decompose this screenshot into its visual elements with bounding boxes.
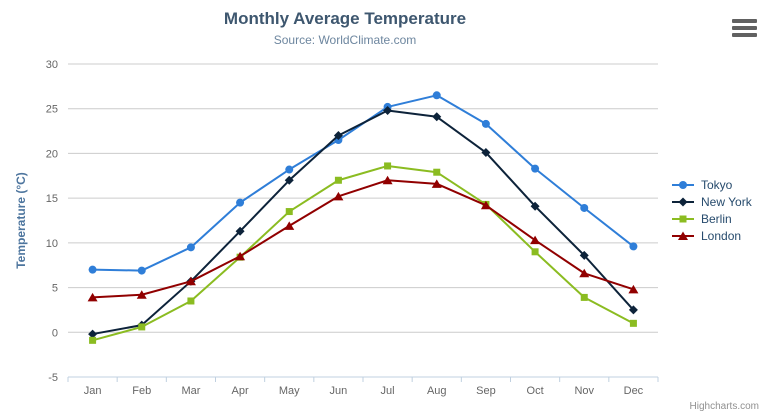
legend-label-berlin: Berlin <box>701 211 732 226</box>
series-point-berlin-jan <box>89 336 97 344</box>
series-point-london-jan <box>87 292 98 302</box>
series-point-tokyo-mar <box>186 243 195 252</box>
series-point-tokyo-nov <box>580 203 589 212</box>
series-point-berlin-nov <box>580 293 588 301</box>
series-point-new-york-may <box>284 175 294 185</box>
series-point-berlin-feb <box>138 323 146 331</box>
series-point-london-sep <box>480 200 491 210</box>
series-point-london-feb <box>136 290 147 299</box>
y-axis-tick-label: 30 <box>46 59 58 71</box>
series-point-berlin-dec <box>629 319 637 327</box>
series-point-berlin-may <box>285 208 293 216</box>
legend-item-london[interactable]: London <box>672 227 752 244</box>
series-point-london-jul <box>382 175 393 185</box>
series-point-london-may <box>284 221 295 230</box>
y-axis-tick-label: 25 <box>46 104 58 116</box>
hamburger-menu-icon <box>732 19 757 23</box>
hamburger-menu-icon-bar <box>732 26 757 30</box>
series-line-london <box>91 179 635 299</box>
x-axis-tick-label: Feb <box>132 385 151 397</box>
legend-item-new-york[interactable]: New York <box>672 193 752 210</box>
series-point-tokyo-apr <box>236 198 245 207</box>
series-point-new-york-jul <box>383 106 393 116</box>
credits-link[interactable]: Highcharts.com <box>689 401 759 412</box>
series-point-berlin-jul <box>384 162 392 170</box>
series-point-london-mar <box>185 276 196 286</box>
series-line-tokyo <box>91 94 635 272</box>
x-axis-tick-label: Jan <box>84 385 102 397</box>
legend-marker-circle-icon <box>672 180 694 189</box>
series-point-new-york-nov <box>579 250 589 260</box>
y-axis-title: Temperature (°C) <box>14 172 28 269</box>
legend-label-tokyo: Tokyo <box>701 177 733 192</box>
series-point-tokyo-oct <box>531 164 540 173</box>
chart-subtitle: Source: WorldClimate.com <box>273 33 417 47</box>
legend-marker-berlin <box>679 215 687 222</box>
x-axis-tick-label: Dec <box>624 385 644 397</box>
series-point-new-york-aug <box>432 112 442 122</box>
series-point-berlin-jun <box>334 176 342 184</box>
series-point-london-aug <box>431 179 442 188</box>
series-point-tokyo-aug <box>432 91 441 100</box>
legend-item-berlin[interactable]: Berlin <box>672 210 752 227</box>
legend-marker-square-icon <box>672 215 694 222</box>
series-point-new-york-jan <box>88 329 98 339</box>
y-axis-tick-label: 0 <box>52 327 58 339</box>
x-axis-tick-label: Aug <box>427 385 447 397</box>
y-axis-tick-label: 20 <box>46 148 58 160</box>
series-point-london-jun <box>333 191 344 201</box>
series-point-new-york-oct <box>530 201 540 211</box>
x-axis-tick-label: Jul <box>381 385 395 397</box>
series-point-new-york-apr <box>235 226 245 236</box>
x-axis-tick-label: Jun <box>330 385 348 397</box>
series-point-london-nov <box>579 268 590 278</box>
hamburger-menu-icon-bar <box>732 33 757 37</box>
series-point-tokyo-sep <box>481 119 490 128</box>
series-point-tokyo-dec <box>629 242 638 251</box>
legend-marker-tokyo <box>679 180 687 189</box>
series-point-tokyo-feb <box>137 266 146 275</box>
series-point-berlin-mar <box>187 297 195 305</box>
y-axis-tick-label: -5 <box>48 372 58 384</box>
x-axis-tick-label: Nov <box>574 385 594 397</box>
x-axis-tick-label: Apr <box>232 385 249 397</box>
x-axis-tick-label: Oct <box>527 385 544 397</box>
series-point-tokyo-jan <box>88 265 97 274</box>
legend-label-london: London <box>701 228 742 243</box>
series-point-new-york-dec <box>628 305 638 315</box>
context-menu-button[interactable] <box>732 19 757 37</box>
series-point-london-dec <box>628 284 639 294</box>
y-axis-tick-label: 15 <box>46 193 58 205</box>
x-axis-tick-label: May <box>279 385 300 397</box>
series-point-tokyo-may <box>285 165 294 174</box>
series-line-new-york <box>91 109 635 336</box>
legend-marker-diamond-icon <box>672 197 694 206</box>
legend: Tokyo New York Berlin London <box>672 176 752 244</box>
legend-marker-london <box>678 231 688 240</box>
legend-item-tokyo[interactable]: Tokyo <box>672 176 752 193</box>
y-axis-tick-label: 5 <box>52 283 58 295</box>
chart-title: Monthly Average Temperature <box>223 9 467 28</box>
y-axis-tick-label: 10 <box>46 238 58 250</box>
series-point-new-york-jun <box>333 131 343 141</box>
series-point-berlin-oct <box>531 248 539 256</box>
series-point-london-apr <box>235 251 246 261</box>
series-point-berlin-aug <box>433 168 441 176</box>
x-axis-tick-label: Mar <box>181 385 200 397</box>
x-axis-tick-label: Sep <box>476 385 496 397</box>
legend-marker-new-york <box>678 197 688 206</box>
series-point-new-york-sep <box>481 148 491 158</box>
series-point-london-oct <box>530 235 541 245</box>
series-line-berlin <box>91 164 635 342</box>
legend-marker-triangle-icon <box>672 231 694 240</box>
legend-label-new-york: New York <box>701 194 752 209</box>
